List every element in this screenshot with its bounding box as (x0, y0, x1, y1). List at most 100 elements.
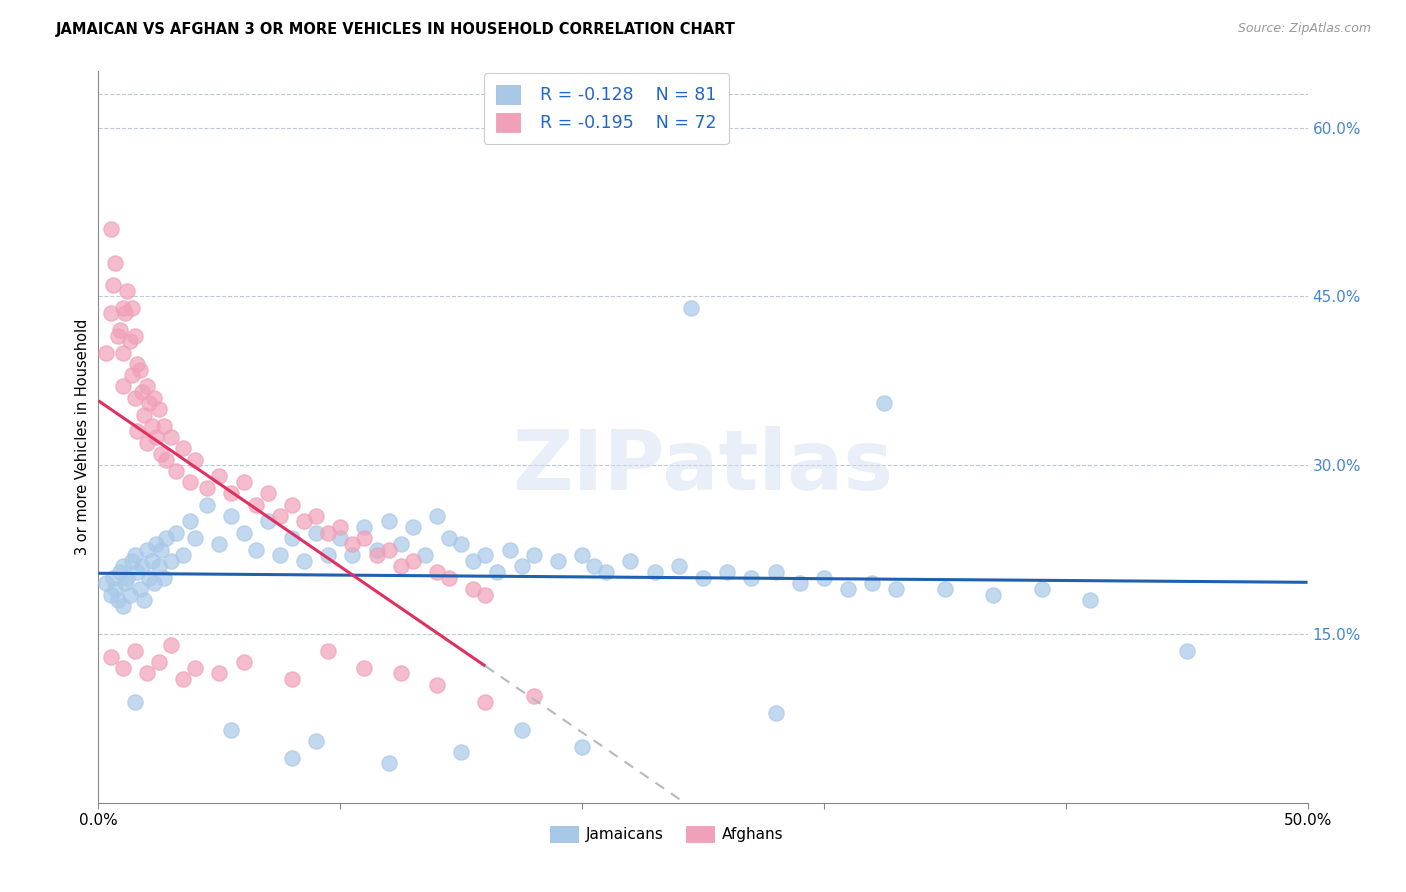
Point (498, 542, 520, 557)
Point (692, 571, 714, 585)
Point (463, 554, 485, 568)
Point (138, 396, 160, 410)
Point (134, 593, 156, 607)
Point (121, 301, 143, 315)
Point (148, 655, 170, 669)
Point (148, 401, 170, 416)
Point (138, 571, 160, 585)
Point (100, 306, 122, 320)
Point (450, 745, 472, 759)
Point (117, 284, 139, 298)
Point (150, 542, 173, 557)
Point (860, 576, 883, 591)
Point (118, 588, 141, 602)
Point (413, 548, 436, 562)
Point (208, 666, 231, 681)
Point (117, 571, 139, 585)
Point (107, 593, 129, 607)
Point (135, 542, 157, 557)
Point (269, 548, 291, 562)
Point (281, 532, 304, 546)
Point (342, 537, 364, 551)
Point (510, 559, 533, 574)
Point (172, 548, 194, 562)
Point (111, 559, 134, 574)
Point (124, 644, 146, 658)
Text: ZIPatlas: ZIPatlas (513, 425, 893, 507)
Point (292, 515, 315, 529)
Legend: Jamaicans, Afghans: Jamaicans, Afghans (543, 819, 790, 850)
Point (135, 666, 157, 681)
Point (114, 306, 136, 320)
Point (150, 447, 173, 461)
Point (281, 751, 304, 765)
Point (124, 548, 146, 562)
Point (523, 689, 546, 703)
Point (316, 548, 339, 562)
Point (571, 548, 593, 562)
Point (160, 638, 183, 652)
Point (305, 508, 328, 523)
Point (510, 723, 533, 737)
Point (184, 661, 207, 675)
Point (716, 565, 738, 579)
Point (101, 278, 124, 293)
Point (1078, 593, 1101, 607)
Point (111, 599, 134, 613)
Point (135, 379, 157, 393)
Point (232, 655, 254, 669)
Point (837, 582, 859, 596)
Point (100, 588, 122, 602)
Point (789, 576, 811, 591)
Point (981, 588, 1004, 602)
Point (121, 368, 143, 383)
Point (127, 565, 149, 579)
Point (141, 418, 163, 433)
Point (160, 554, 183, 568)
Point (100, 222, 122, 236)
Point (523, 548, 546, 562)
Point (143, 391, 166, 405)
Point (342, 548, 364, 562)
Point (353, 661, 375, 675)
Point (305, 734, 328, 748)
Point (474, 694, 496, 708)
Point (155, 532, 177, 546)
Point (426, 678, 449, 692)
Point (292, 554, 315, 568)
Point (644, 565, 666, 579)
Point (155, 452, 177, 467)
Point (208, 469, 231, 483)
Point (124, 694, 146, 708)
Point (316, 644, 339, 658)
Point (474, 548, 496, 562)
Point (463, 582, 485, 596)
Point (111, 345, 134, 359)
Point (402, 520, 425, 534)
Point (221, 723, 243, 737)
Point (94, 345, 117, 359)
Text: JAMAICAN VS AFGHAN 3 OR MORE VEHICLES IN HOUSEHOLD CORRELATION CHART: JAMAICAN VS AFGHAN 3 OR MORE VEHICLES IN… (56, 22, 737, 37)
Point (366, 542, 388, 557)
Point (486, 565, 509, 579)
Point (152, 571, 174, 585)
Point (437, 532, 460, 546)
Point (172, 442, 194, 456)
Point (886, 582, 908, 596)
Point (377, 756, 399, 771)
Point (131, 385, 153, 400)
Point (195, 498, 218, 512)
Point (179, 475, 201, 489)
Point (221, 486, 243, 500)
Point (160, 430, 183, 444)
Point (101, 571, 124, 585)
Point (1175, 644, 1198, 658)
Point (377, 542, 399, 557)
Point (389, 537, 412, 551)
Point (108, 565, 131, 579)
Text: Source: ZipAtlas.com: Source: ZipAtlas.com (1237, 22, 1371, 36)
Point (474, 588, 496, 602)
Point (547, 554, 569, 568)
Point (353, 520, 375, 534)
Point (450, 537, 472, 551)
